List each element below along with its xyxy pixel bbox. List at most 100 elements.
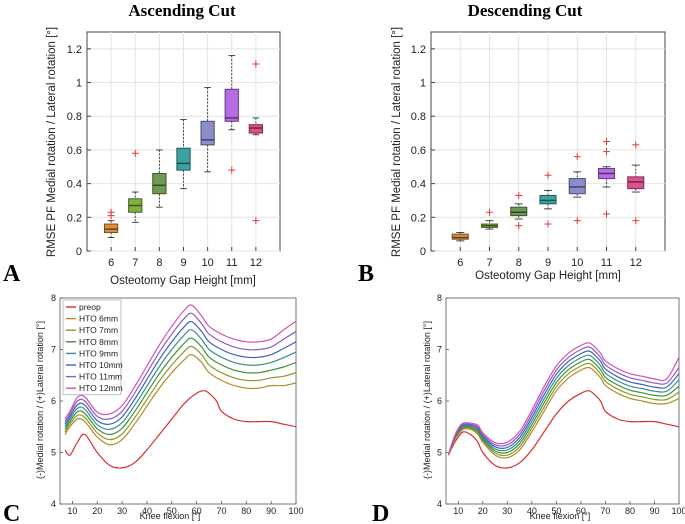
series-line-hto-10mm <box>447 350 680 456</box>
x-tick-label: 11 <box>601 257 612 269</box>
box-body <box>248 124 264 134</box>
panel-b-box-plot: Descending Cut 0 0.2 0.4 0.6 0.8 1 1.2 6 7 8 9 10 1… <box>358 1 666 287</box>
panel-d-label: D <box>372 501 389 524</box>
legend-entry: preop <box>79 302 101 312</box>
y-tick-label: 1.2 <box>67 44 82 56</box>
legend-entry: HTO 11mm <box>79 372 122 382</box>
series-line-hto-12mm <box>64 304 297 420</box>
box-10mm <box>568 153 586 225</box>
x-tick-label: 9 <box>545 257 551 269</box>
x-tick-label: 40 <box>527 506 537 516</box>
y-tick-label: 6 <box>437 396 442 406</box>
series-line-hto-6mm <box>447 366 680 459</box>
x-tick-label: 30 <box>117 506 127 516</box>
y-tick-label: 5 <box>51 448 56 458</box>
outlier-marker <box>515 191 523 199</box>
y-tick-label: 1 <box>76 78 82 90</box>
panel-c-label: C <box>3 501 20 524</box>
panel-d-x-axis-label: Knee flexion [°] <box>530 511 591 521</box>
x-tick-label: 9 <box>180 257 186 269</box>
y-tick-label: 0.2 <box>411 212 426 224</box>
legend-entry: HTO 8mm <box>79 337 118 347</box>
series-line-preop <box>64 390 297 469</box>
series-line-hto-11mm <box>447 346 680 456</box>
x-tick-label: 7 <box>486 257 492 269</box>
outlier-marker <box>515 222 523 230</box>
box-8mm <box>510 191 528 230</box>
x-tick-label: 50 <box>167 506 177 516</box>
panel-d-y-ticks: 4 5 6 7 8 <box>437 293 449 509</box>
box-12mm <box>627 141 645 225</box>
series-line-hto-8mm <box>447 358 680 456</box>
outlier-marker <box>228 166 236 174</box>
y-tick-label: 0.2 <box>67 212 82 224</box>
panel-a-boxes <box>103 55 264 238</box>
panel-a-gridlines <box>87 32 280 252</box>
panel-c-series-lines <box>64 304 297 469</box>
x-tick-label: 6 <box>108 257 114 269</box>
panel-b-title: Descending Cut <box>468 1 583 20</box>
x-tick-label: 20 <box>478 506 488 516</box>
y-tick-label: 0.8 <box>411 111 426 123</box>
panel-b-y-axis-label: RMSE PF Medial rotation / Lateral rotati… <box>391 27 403 257</box>
panel-d-y-axis-label: (-)Medial rotation / (+)Lateral rotation… <box>422 321 432 479</box>
x-tick-label: 70 <box>600 506 610 516</box>
outlier-marker <box>486 208 493 216</box>
outlier-marker <box>544 171 552 179</box>
box-body <box>510 206 528 217</box>
legend-entry: HTO 10mm <box>79 360 123 370</box>
series-line-hto-6mm <box>64 353 297 446</box>
box-8mm <box>152 149 167 208</box>
panel-d-x-ticks: 10 20 30 40 50 60 70 80 90 100 <box>453 501 685 516</box>
series-line-hto-9mm <box>447 354 680 456</box>
panel-c-x-axis-label: Knee flexion [°] <box>140 511 201 521</box>
x-tick-label: 80 <box>625 506 635 516</box>
x-tick-label: 20 <box>92 506 102 516</box>
x-tick-label: 6 <box>457 257 463 269</box>
x-tick-label: 60 <box>192 506 202 516</box>
x-tick-label: 90 <box>266 506 276 516</box>
panel-c-y-axis-label: (-)Medial rotation / (+)Lateral rotation… <box>35 321 45 479</box>
panel-b-boxes <box>451 138 645 242</box>
y-tick-label: 4 <box>51 499 56 509</box>
y-tick-label: 6 <box>51 396 56 406</box>
box-body <box>451 233 469 240</box>
x-tick-label: 7 <box>132 257 138 269</box>
y-tick-label: 8 <box>437 293 442 303</box>
y-tick-label: 4 <box>437 499 442 509</box>
panel-c-y-ticks: 4 5 6 7 8 <box>51 293 63 509</box>
outlier-marker <box>632 141 640 149</box>
y-tick-label: 0.8 <box>67 111 82 123</box>
outlier-marker <box>107 208 115 216</box>
legend-entry: HTO 6mm <box>79 314 118 324</box>
x-tick-label: 50 <box>551 506 561 516</box>
panel-a-box-plot: Ascending Cut 0 0.2 0.4 0.6 0.8 1 1.2 6 7 8 9 10 11… <box>3 1 281 287</box>
panel-b-label: B <box>358 261 374 287</box>
box-9mm <box>176 119 191 190</box>
y-tick-label: 8 <box>51 293 56 303</box>
x-tick-label: 40 <box>142 506 152 516</box>
panel-c-x-ticks: 10 20 30 40 50 60 70 80 90 100 <box>67 501 304 516</box>
outlier-marker <box>252 60 260 68</box>
y-tick-label: 7 <box>51 345 56 355</box>
y-tick-label: 7 <box>437 345 442 355</box>
y-tick-label: 0.6 <box>67 145 82 157</box>
outlier-marker <box>632 217 640 225</box>
box-9mm <box>539 171 557 228</box>
series-line-hto-10mm <box>64 320 297 425</box>
legend-entry: HTO 12mm <box>79 383 123 393</box>
x-tick-label: 90 <box>649 506 659 516</box>
panel-a-x-axis-label: Osteotomy Gap Height [mm] <box>110 275 256 287</box>
outlier-marker <box>603 210 610 218</box>
box-body <box>176 147 191 171</box>
outlier-marker <box>131 149 139 157</box>
series-line-preop <box>447 390 680 469</box>
box-body <box>568 178 586 195</box>
outlier-marker <box>573 217 581 225</box>
box-7mm <box>480 208 499 230</box>
legend-entry: HTO 7mm <box>79 325 118 335</box>
x-tick-label: 70 <box>216 506 226 516</box>
panel-c-line-plot: 10 20 30 40 50 60 70 80 90 100 4 5 6 7 8 preop HTO 6mm… <box>3 293 304 524</box>
series-line-hto-9mm <box>64 329 297 430</box>
